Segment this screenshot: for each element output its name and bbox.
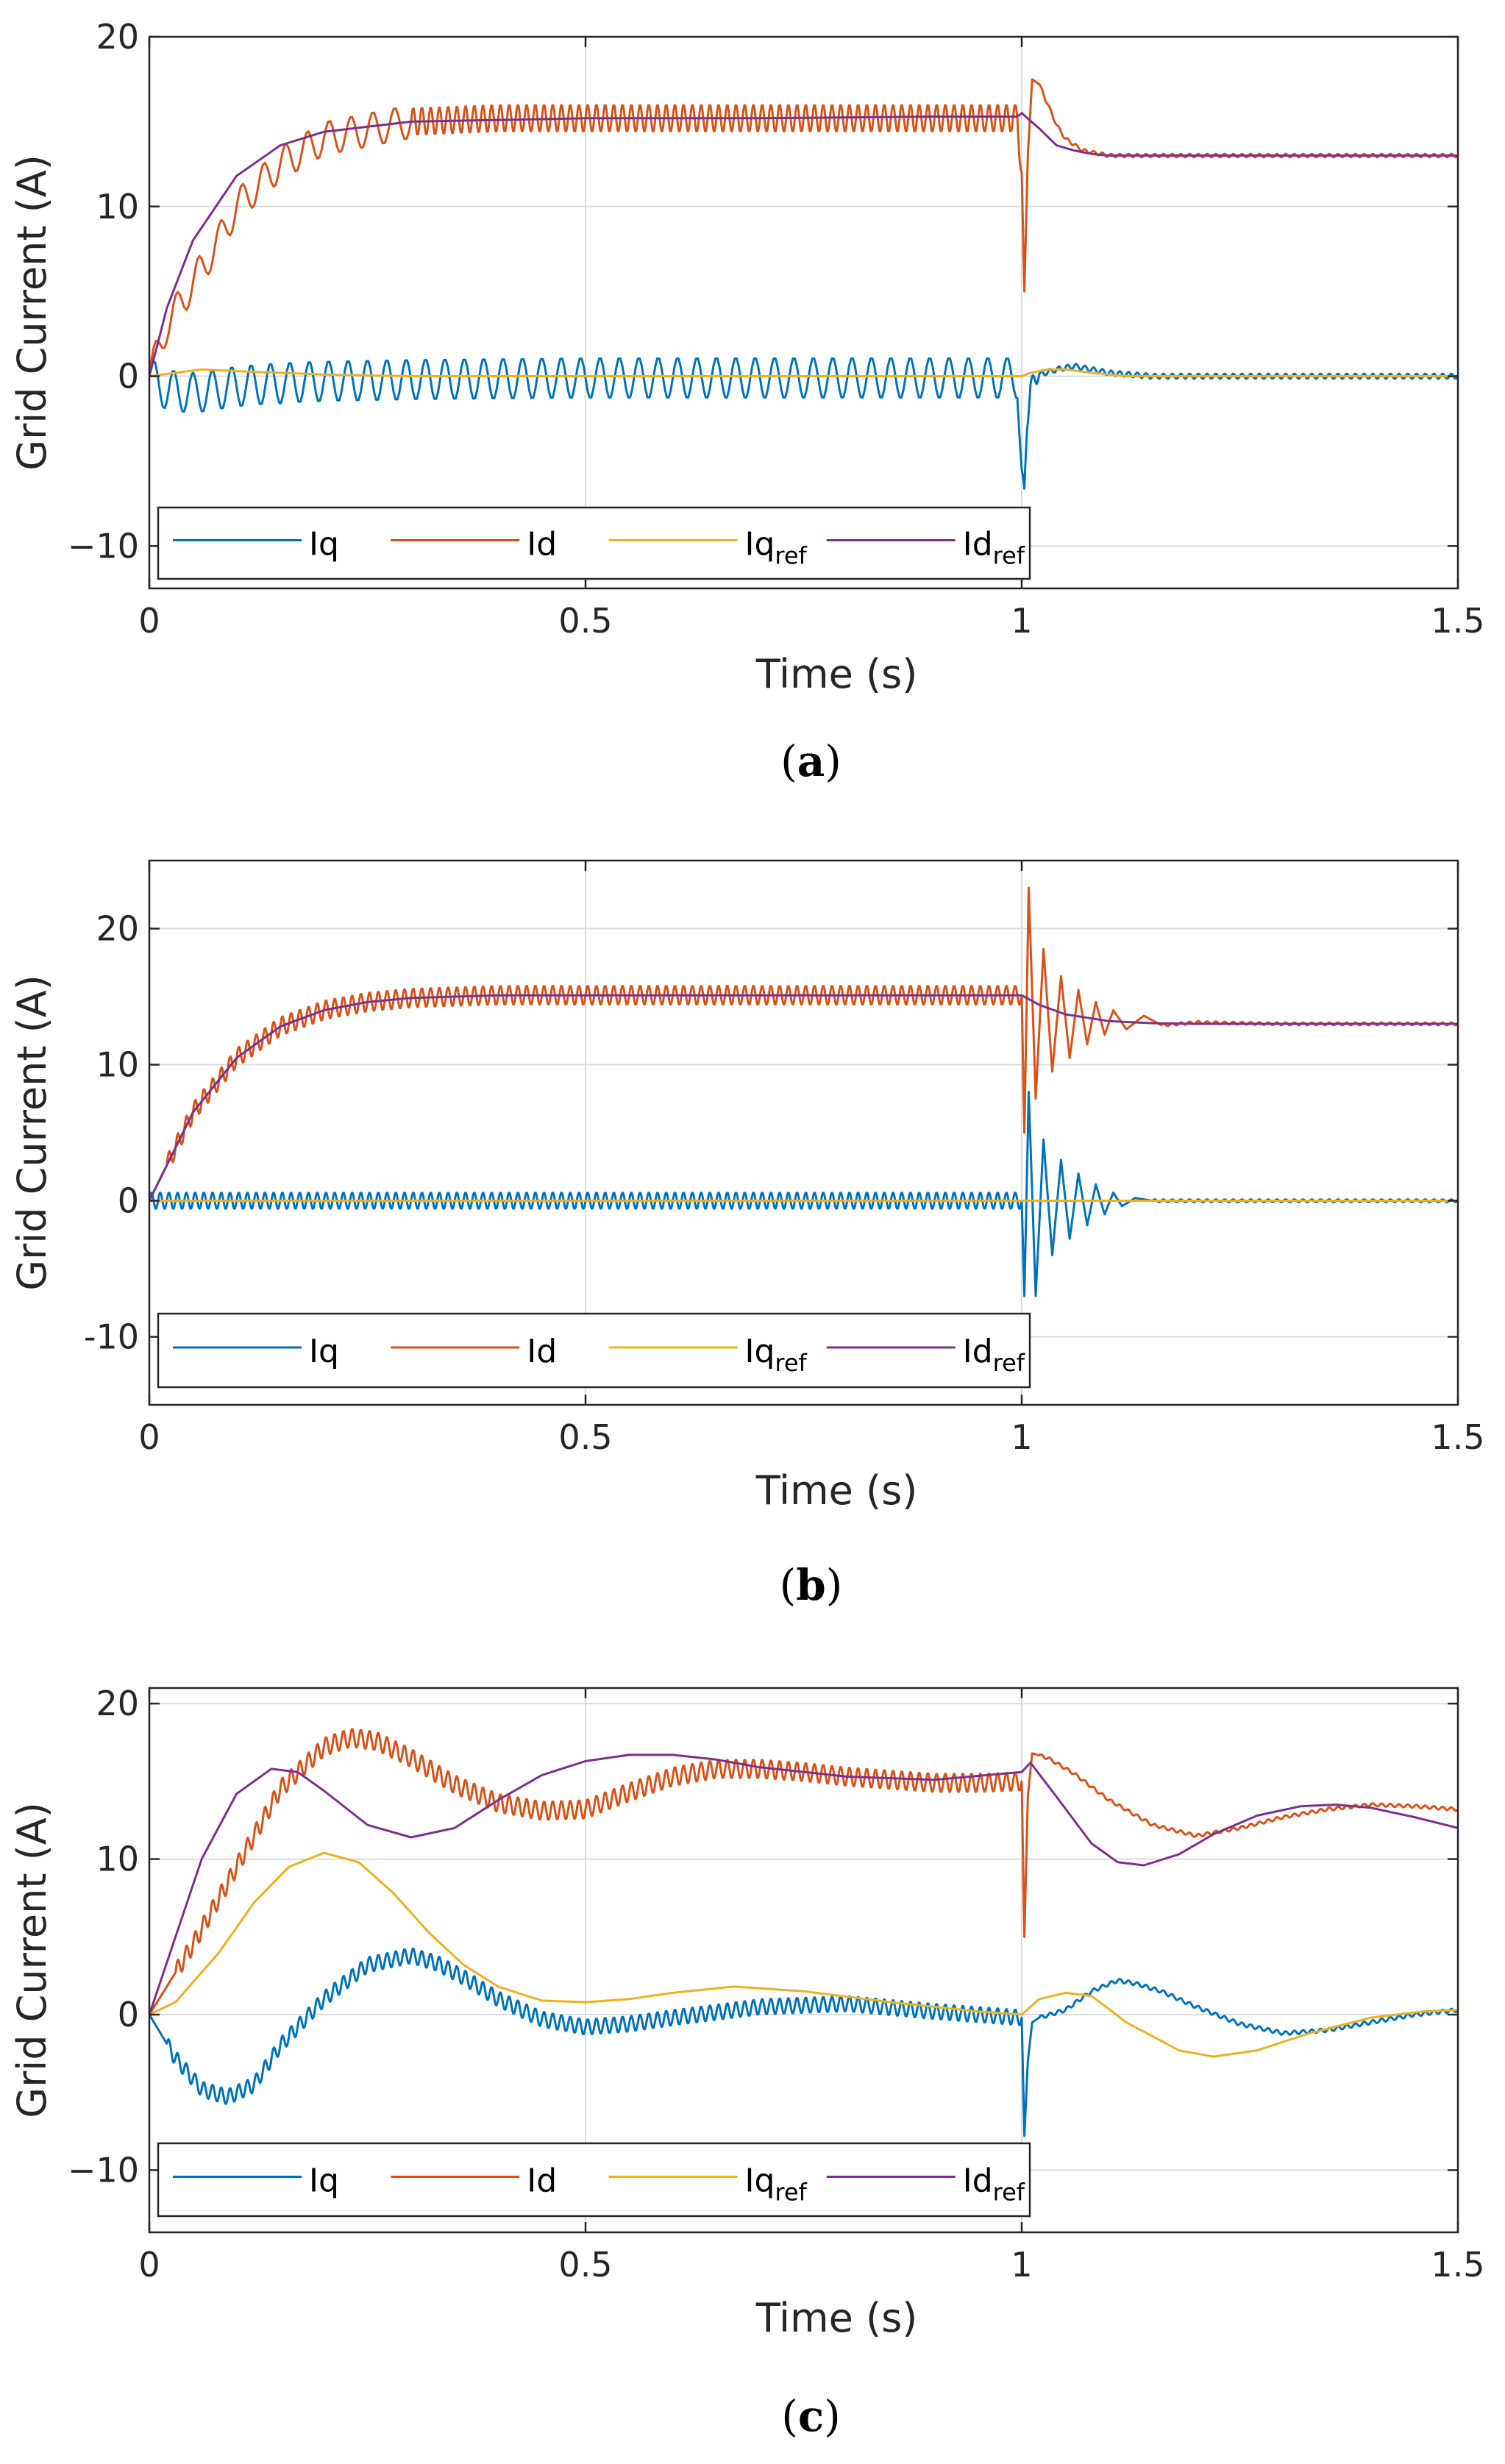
y-tick-label: 20 (96, 17, 139, 57)
x-tick-label: 1 (1011, 1417, 1032, 1457)
legend-label-id: Id (527, 2162, 557, 2200)
x-tick-label: 0.5 (558, 2245, 612, 2285)
legend: Iq Id Iqref Idref (157, 506, 1031, 580)
series-line-idref (149, 994, 1458, 1202)
panel-caption: (c) (781, 2391, 841, 2441)
x-axis-label: Time (s) (755, 2295, 918, 2341)
y-tick-label: −10 (68, 2150, 139, 2190)
legend-box (157, 1312, 1031, 1389)
legend-label-iqref: Iqref (745, 2162, 808, 2207)
axes-box (148, 35, 1459, 590)
chart-panel-b: 0 0.5 1 1.5 -10 0 10 20 Time (s) Grid Current (A)… (9, 859, 1485, 1610)
series-line-idref (149, 1753, 1458, 2015)
chart-panel-a: 0 0.5 1 1.5 −10 0 10 20 Time (s) Grid Current (A)… (9, 17, 1485, 786)
series-line-iq (149, 1091, 1458, 1297)
x-tick-label: 1.5 (1431, 1417, 1484, 1457)
legend-label-iq: Iq (309, 526, 339, 563)
legend-box (157, 506, 1031, 580)
legend-label-idref: Idref (963, 2162, 1025, 2207)
series-line-iq (149, 1947, 1458, 2137)
series-line-iqref (149, 1851, 1458, 2058)
y-tick-label: 10 (96, 1045, 139, 1085)
y-tick-label: 10 (96, 1840, 139, 1879)
series-group (149, 1728, 1458, 2137)
y-axis-label: Grid Current (A) (9, 1802, 55, 2118)
series-line-id (149, 1728, 1458, 2015)
legend: Iq Id Iqref Idref (157, 2142, 1031, 2218)
x-tick-label: 1.5 (1431, 2245, 1484, 2285)
y-tick-label: −10 (68, 526, 139, 566)
legend-label-iq: Iq (309, 1333, 339, 1370)
y-tick-label: 0 (118, 357, 139, 396)
legend-label-idref: Idref (963, 1333, 1025, 1377)
y-tick-label: 0 (118, 1181, 139, 1221)
x-tick-label: 0 (138, 601, 160, 641)
x-axis-label: Time (s) (755, 1467, 918, 1514)
legend-label-iqref: Iqref (745, 526, 808, 570)
series-group (149, 78, 1458, 490)
x-tick-label: 1 (1011, 2245, 1032, 2285)
y-axis-label: Grid Current (A) (9, 154, 55, 471)
x-axis-label: Time (s) (755, 651, 918, 697)
panel-caption: (a) (780, 736, 842, 786)
axes-box (148, 859, 1459, 1406)
legend-label-iqref: Iqref (745, 1333, 808, 1377)
chart-panel-c: 0 0.5 1 1.5 −10 0 10 20 Time (s) Grid Current (A)… (9, 1684, 1485, 2441)
y-tick-label: 10 (96, 187, 139, 227)
x-tick-label: 1.5 (1431, 601, 1484, 641)
series-line-iqref (149, 368, 1458, 377)
legend: Iq Id Iqref Idref (157, 1312, 1031, 1389)
x-tick-label: 0.5 (558, 1417, 612, 1457)
y-tick-label: 20 (96, 909, 139, 949)
legend-box (157, 2142, 1031, 2218)
legend-label-id: Id (527, 526, 557, 563)
y-tick-label: 20 (96, 1684, 139, 1723)
legend-label-idref: Idref (963, 526, 1025, 570)
axes-box (148, 1687, 1459, 2234)
panel-caption: (b) (780, 1560, 843, 1610)
x-tick-label: 0.5 (558, 601, 612, 641)
y-axis-label: Grid Current (A) (9, 975, 55, 1291)
series-group (149, 886, 1458, 1297)
legend-label-iq: Iq (309, 2162, 339, 2200)
series-line-id (149, 78, 1458, 377)
x-tick-label: 0 (138, 1417, 160, 1457)
y-tick-label: 0 (118, 1995, 139, 2034)
legend-label-id: Id (527, 1333, 557, 1370)
x-tick-label: 0 (138, 2245, 160, 2285)
x-tick-label: 1 (1011, 601, 1032, 641)
y-tick-label: -10 (84, 1317, 139, 1357)
series-line-idref (149, 112, 1458, 377)
